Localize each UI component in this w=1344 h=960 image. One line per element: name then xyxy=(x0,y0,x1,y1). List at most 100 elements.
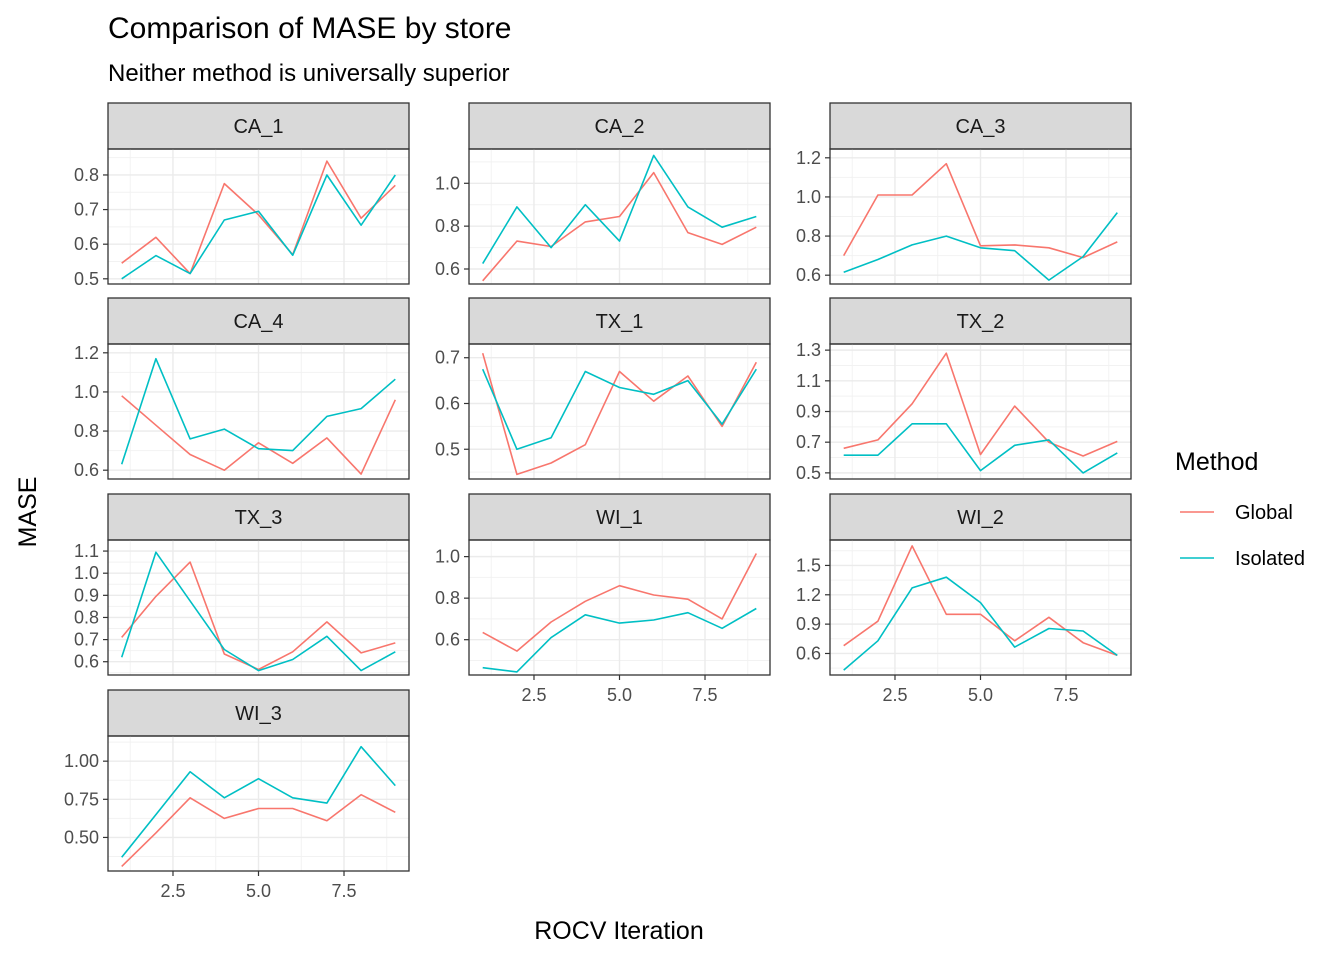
legend-label-isolated: Isolated xyxy=(1235,548,1305,570)
y-tick-label: 1.3 xyxy=(796,340,821,360)
y-tick-label: 1.0 xyxy=(74,563,99,583)
x-tick-label: 7.5 xyxy=(1053,685,1078,705)
y-tick-label: 1.1 xyxy=(74,541,99,561)
facet-label: WI_1 xyxy=(596,507,643,529)
facet-strip xyxy=(107,689,410,737)
y-tick-label: 0.5 xyxy=(74,269,99,289)
x-tick-label: 5.0 xyxy=(607,685,632,705)
panel-tx-2: TX_2 0.5 0.7 0.9 1.1 1.3 xyxy=(796,297,1132,483)
legend-title: Method xyxy=(1175,448,1258,476)
y-tick-label: 0.8 xyxy=(74,165,99,185)
panel-border xyxy=(468,148,771,285)
facet-strip xyxy=(107,493,410,541)
series-line-isolated xyxy=(121,745,396,858)
y-tick-label: 0.9 xyxy=(796,614,821,634)
series-line-isolated xyxy=(482,154,757,265)
y-tick-label: 1.0 xyxy=(74,382,99,402)
y-tick-label: 0.7 xyxy=(435,348,460,368)
facet-strip xyxy=(829,102,1132,150)
facet-strip xyxy=(107,297,410,345)
y-tick-label: 0.6 xyxy=(796,643,821,663)
facet-label: CA_4 xyxy=(233,311,283,333)
y-tick-label: 1.0 xyxy=(796,187,821,207)
y-tick-label: 0.50 xyxy=(64,827,99,847)
x-axis-title: ROCV Iteration xyxy=(534,917,704,945)
y-tick-label: 0.7 xyxy=(74,630,99,650)
series-line-isolated xyxy=(120,551,396,672)
panel-tx-3: TX_3 0.60.7 0.80.91.01.1 xyxy=(74,493,410,676)
panel-border xyxy=(829,148,1132,285)
series-line-isolated xyxy=(843,576,1118,671)
x-tick-label: 7.5 xyxy=(331,881,356,901)
y-tick-label: 0.6 xyxy=(435,393,460,413)
y-tick-label: 1.2 xyxy=(796,585,821,605)
facet-label: CA_3 xyxy=(955,116,1005,138)
panel-border xyxy=(107,148,410,285)
y-tick-label: 0.8 xyxy=(435,588,460,608)
y-tick-label: 1.1 xyxy=(796,371,821,391)
facet-label: TX_1 xyxy=(596,311,644,333)
series-line-isolated xyxy=(481,368,757,451)
facet-panels: CA_10.50.60.70.8CA_20.60.81.0CA_30.60.81… xyxy=(64,102,1132,901)
panel-border xyxy=(107,343,410,480)
y-tick-label: 0.8 xyxy=(74,607,99,627)
y-tick-label: 0.7 xyxy=(74,200,99,220)
y-tick-label: 1.00 xyxy=(64,751,99,771)
y-tick-label: 0.9 xyxy=(74,585,99,605)
legend-items: Global Isolated xyxy=(1180,502,1305,570)
y-tick-label: 0.6 xyxy=(74,460,99,480)
x-tick-label: 2.5 xyxy=(160,881,185,901)
panel-ca-3: CA_3 0.6 0.8 1.0 1.2 xyxy=(796,102,1132,285)
panel-wi-3: WI_3 0.50 0.75 1.00 2.5 5.0 7.5 xyxy=(64,689,410,901)
y-tick-label: 0.8 xyxy=(74,421,99,441)
series-line-isolated xyxy=(120,357,396,465)
series-line-global xyxy=(843,162,1118,259)
x-tick-label: 5.0 xyxy=(246,881,271,901)
chart-subtitle: Neither method is universally superior xyxy=(108,60,510,87)
facet-label: WI_2 xyxy=(957,507,1004,529)
series-line-global xyxy=(482,171,757,282)
legend: Method Global Isolated xyxy=(1175,448,1305,570)
series-line-global xyxy=(482,553,758,652)
y-axis-title: MASE xyxy=(14,477,42,548)
y-tick-label: 0.5 xyxy=(435,439,460,459)
panel-border xyxy=(107,539,410,676)
series-line-isolated xyxy=(482,607,757,673)
facet-strip xyxy=(829,297,1132,345)
y-tick-label: 1.2 xyxy=(74,343,99,363)
y-tick-label: 0.6 xyxy=(435,630,460,650)
series-line-global xyxy=(121,561,396,671)
series-line-isolated xyxy=(843,422,1118,474)
y-tick-label: 0.6 xyxy=(435,259,460,279)
x-tick-label: 5.0 xyxy=(968,685,993,705)
facet-label: TX_3 xyxy=(235,507,283,529)
facet-label: WI_3 xyxy=(235,703,282,725)
series-line-isolated xyxy=(843,212,1118,281)
y-tick-label: 0.6 xyxy=(74,234,99,254)
x-tick-label: 2.5 xyxy=(882,685,907,705)
legend-label-global: Global xyxy=(1235,502,1293,524)
y-tick-label: 0.8 xyxy=(796,226,821,246)
y-tick-label: 1.2 xyxy=(796,148,821,168)
chart-title: Comparison of MASE by store xyxy=(108,12,512,45)
panel-wi-2: WI_2 0.6 0.9 1.2 1.5 2.5 5.0 7.5 xyxy=(796,493,1132,705)
facet-strip xyxy=(468,102,771,150)
panel-ca-2: CA_2 0.6 0.8 1.0 xyxy=(435,102,771,285)
facet-label: TX_2 xyxy=(957,311,1005,333)
y-tick-label: 0.9 xyxy=(796,402,821,422)
y-tick-label: 0.5 xyxy=(796,463,821,483)
panel-border xyxy=(468,343,771,480)
panel-ca-1: CA_1 0.5 0.6 0.7 0.8 xyxy=(74,102,410,289)
series-line-global xyxy=(843,352,1118,457)
y-tick-label: 0.75 xyxy=(64,789,99,809)
x-tick-label: 2.5 xyxy=(521,685,546,705)
series-line-global xyxy=(121,793,396,867)
y-tick-label: 1.0 xyxy=(435,173,460,193)
series-line-global xyxy=(843,545,1118,657)
y-tick-label: 0.6 xyxy=(74,652,99,672)
series-line-global xyxy=(121,395,397,475)
panel-tx-1: TX_1 0.5 0.6 0.7 xyxy=(435,297,771,480)
y-tick-label: 0.8 xyxy=(435,216,460,236)
y-tick-label: 1.5 xyxy=(796,555,821,575)
